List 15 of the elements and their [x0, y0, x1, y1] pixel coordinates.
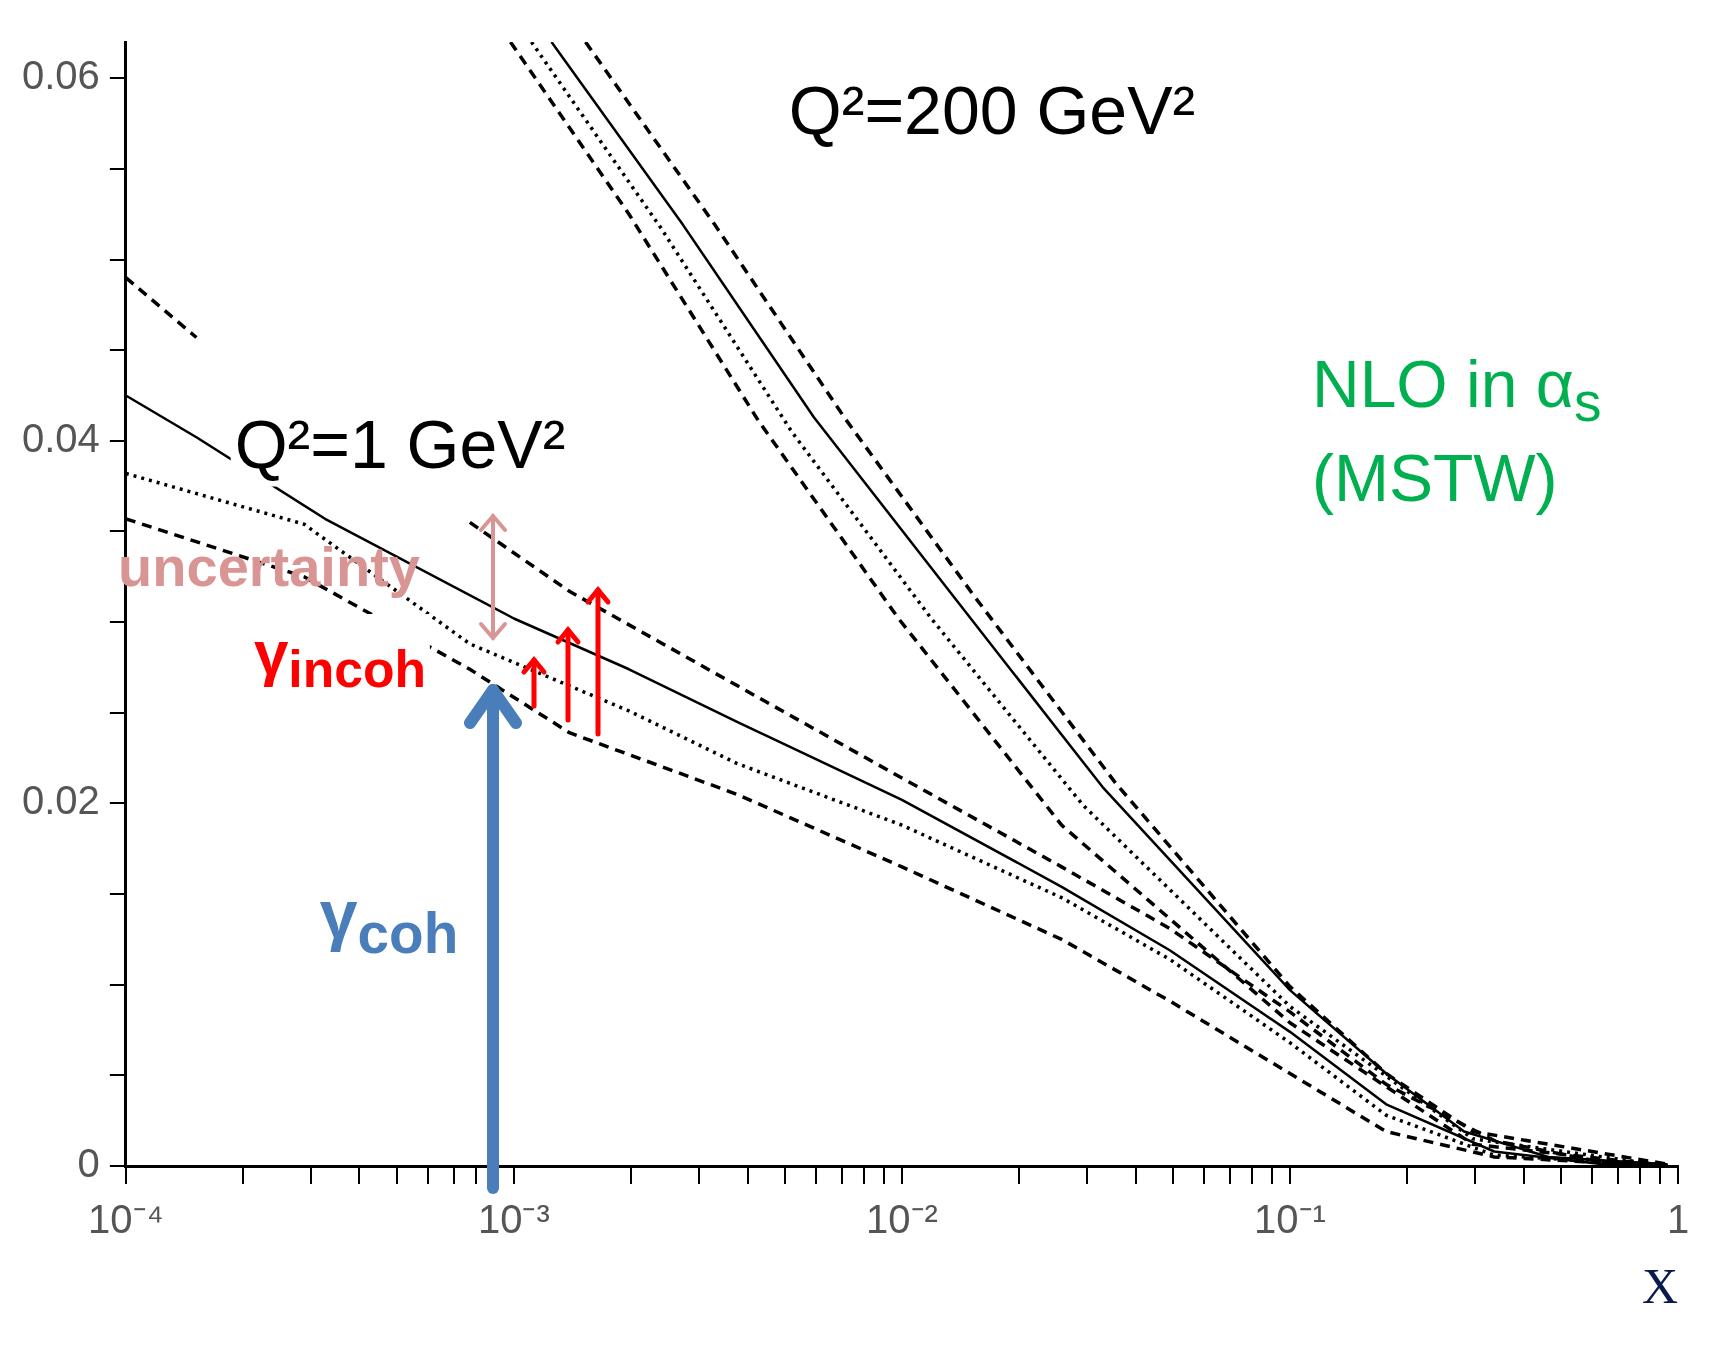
y-tick-label: 0: [77, 1141, 100, 1186]
x-tick-label: 10⁻⁴: [88, 1197, 164, 1242]
annotation: NLO in α$_{s}$ (MSTW): [1311, 346, 1603, 517]
x-tick-label: 10⁻³: [477, 1197, 550, 1242]
annotation: Q²=200 GeV²: [784, 67, 1200, 153]
y-tick-label: 0.06: [21, 53, 100, 98]
x-tick-label: 10⁻¹: [1254, 1197, 1326, 1242]
annotation: γ$_{incoh}$: [249, 614, 431, 702]
y-tick-label: 0.04: [21, 415, 100, 460]
annotation: γ$_{coh}$: [315, 872, 463, 970]
x-axis-title: X: [1641, 1258, 1678, 1315]
x-tick-label: 1: [1666, 1197, 1690, 1242]
y-tick-label: 0.02: [21, 778, 100, 823]
annotation: Q²=1 GeV²: [230, 401, 570, 487]
x-tick-label: 10⁻²: [866, 1197, 938, 1242]
